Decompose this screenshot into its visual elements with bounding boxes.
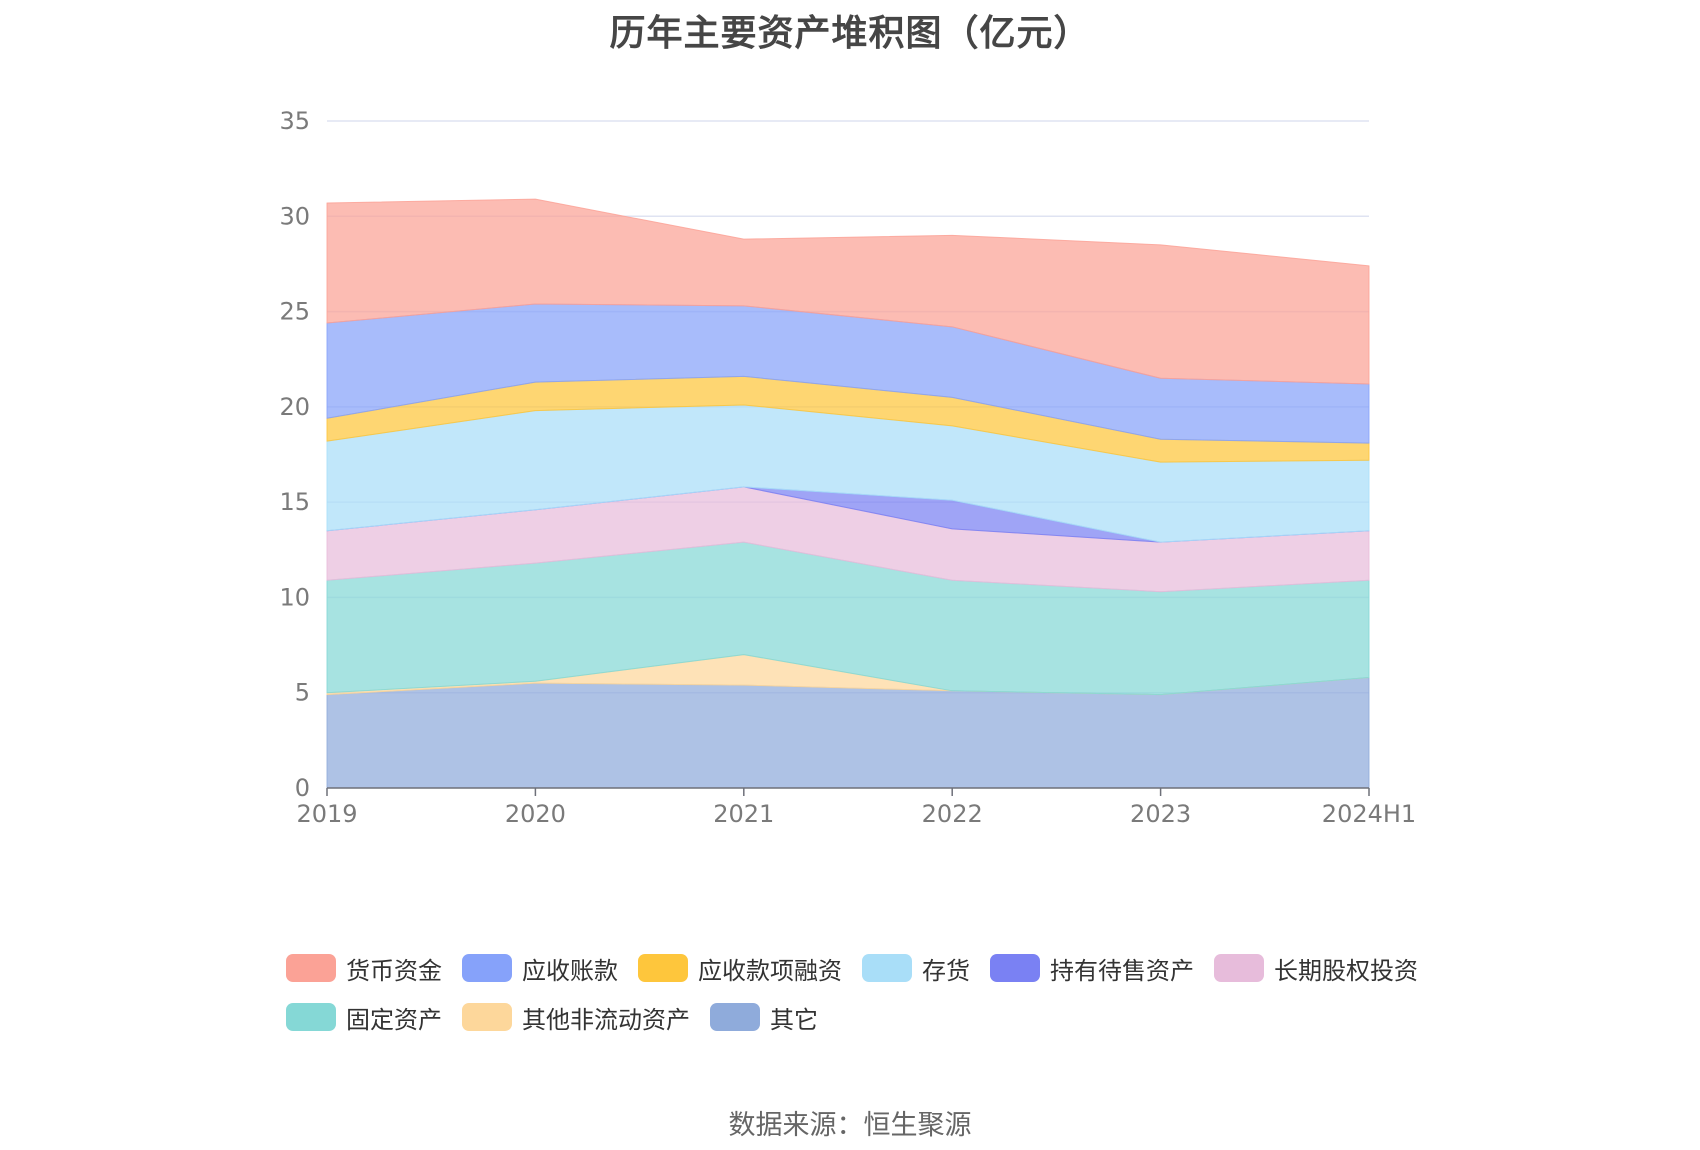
legend-item[interactable]: 固定资产 xyxy=(286,999,442,1035)
y-tick-label: 25 xyxy=(279,298,310,326)
legend-item[interactable]: 持有待售资产 xyxy=(990,950,1194,986)
legend-label: 应收款项融资 xyxy=(698,956,842,985)
x-tick-label: 2021 xyxy=(713,800,774,828)
legend-swatch xyxy=(286,1003,336,1031)
legend-swatch xyxy=(638,954,688,982)
x-tick-label: 2019 xyxy=(296,800,357,828)
axes: 0 5 10 15 20 25 30 35 2019 2020 2021 2022 2023 2024H1 xyxy=(279,107,1416,828)
area-series[interactable] xyxy=(326,676,1370,789)
legend-item[interactable]: 存货 xyxy=(862,950,970,986)
source-note: 数据来源：恒生聚源 xyxy=(728,1110,972,1141)
legend-label: 其它 xyxy=(770,1005,818,1034)
y-tick-label: 20 xyxy=(279,393,310,421)
legend-label: 长期股权投资 xyxy=(1274,956,1418,985)
legend-label: 持有待售资产 xyxy=(1050,956,1194,985)
y-tick-label: 5 xyxy=(295,679,310,707)
legend-swatch xyxy=(462,1003,512,1031)
legend: 货币资金 应收账款 应收款项融资 存货 持有待售资产 长期股权投资固定资产 其他非流动资产 其… xyxy=(286,950,1446,1035)
legend-label: 存货 xyxy=(922,956,970,985)
y-tick-label: 0 xyxy=(295,774,310,802)
legend-item[interactable]: 其他非流动资产 xyxy=(462,999,690,1035)
chart-title: 历年主要资产堆积图（亿元） xyxy=(609,13,1091,54)
legend-swatch xyxy=(990,954,1040,982)
legend-swatch xyxy=(462,954,512,982)
legend-item[interactable]: 长期股权投资 xyxy=(1214,950,1418,986)
legend-swatch xyxy=(286,954,336,982)
legend-item[interactable]: 应收款项融资 xyxy=(638,950,842,986)
legend-item[interactable]: 应收账款 xyxy=(462,950,618,986)
y-tick-label: 15 xyxy=(279,488,310,516)
legend-label: 其他非流动资产 xyxy=(522,1005,690,1034)
x-tick-label: 2022 xyxy=(922,800,983,828)
legend-label: 固定资产 xyxy=(346,1005,442,1034)
legend-swatch xyxy=(1214,954,1264,982)
x-tick-label: 2023 xyxy=(1130,800,1191,828)
legend-label: 应收账款 xyxy=(522,956,618,985)
y-tick-label: 35 xyxy=(279,107,310,135)
legend-swatch xyxy=(710,1003,760,1031)
area-series[interactable] xyxy=(326,198,1370,385)
legend-item[interactable]: 货币资金 xyxy=(286,950,442,986)
y-tick-label: 30 xyxy=(279,202,310,230)
legend-item[interactable]: 其它 xyxy=(710,999,818,1035)
x-tick-label: 2024H1 xyxy=(1322,800,1416,828)
legend-swatch xyxy=(862,954,912,982)
y-tick-label: 10 xyxy=(279,583,310,611)
legend-label: 货币资金 xyxy=(346,956,442,985)
x-tick-label: 2020 xyxy=(505,800,566,828)
area-series xyxy=(326,198,1370,789)
